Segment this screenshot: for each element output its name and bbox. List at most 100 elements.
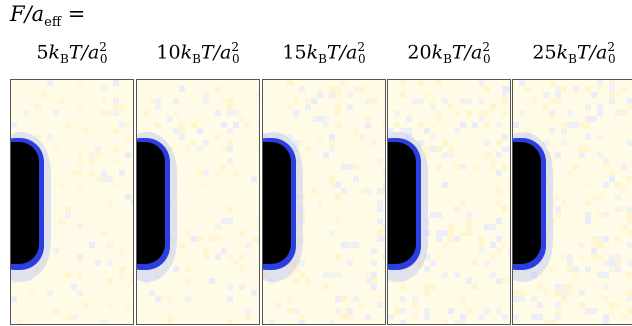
noise-pixel: [406, 134, 412, 140]
noise-pixel: [227, 110, 233, 116]
noise-pixel: [579, 152, 585, 158]
noise-pixel: [29, 290, 35, 296]
noise-pixel: [185, 230, 191, 236]
panel-label-4: 20kBT/a20: [387, 40, 511, 66]
noise-pixel: [221, 218, 227, 224]
noise-pixel: [203, 182, 209, 188]
noise-pixel: [400, 320, 406, 324]
noise-pixel: [627, 176, 632, 182]
noise-pixel: [484, 86, 490, 92]
t-over-a: T/a: [451, 41, 483, 64]
noise-pixel: [311, 188, 317, 194]
noise-pixel: [293, 308, 299, 314]
noise-pixel: [113, 146, 119, 152]
noise-pixel: [317, 134, 323, 140]
noise-pixel: [585, 308, 591, 314]
noise-pixel: [585, 212, 591, 218]
noise-pixel: [251, 176, 257, 182]
noise-pixel: [436, 80, 442, 86]
noise-pixel: [269, 320, 275, 324]
noise-pixel: [23, 110, 29, 116]
noise-pixel: [77, 152, 83, 158]
noise-pixel: [167, 116, 173, 122]
noise-pixel: [215, 170, 221, 176]
noise-pixel: [561, 284, 567, 290]
noise-pixel: [71, 314, 77, 320]
noise-pixel: [335, 308, 341, 314]
noise-pixel: [227, 98, 233, 104]
noise-pixel: [496, 248, 502, 254]
noise-pixel: [508, 86, 510, 92]
noise-pixel: [597, 236, 603, 242]
noise-pixel: [555, 284, 561, 290]
k: k: [431, 41, 444, 64]
noise-pixel: [484, 308, 490, 314]
noise-pixel: [239, 230, 245, 236]
noise-pixel: [502, 164, 508, 170]
noise-pixel: [609, 308, 615, 314]
noise-pixel: [293, 140, 299, 146]
noise-pixel: [424, 218, 430, 224]
noise-pixel: [197, 116, 203, 122]
noise-pixel: [155, 122, 161, 128]
noise-pixel: [65, 314, 71, 320]
noise-pixel: [615, 254, 621, 260]
noise-pixel: [460, 230, 466, 236]
noise-pixel: [519, 80, 525, 86]
noise-pixel: [287, 296, 293, 302]
noise-pixel: [454, 236, 460, 242]
noise-pixel: [585, 86, 591, 92]
noise-pixel: [383, 236, 385, 242]
noise-pixel: [317, 200, 323, 206]
noise-pixel: [424, 308, 430, 314]
noise-pixel: [167, 314, 173, 320]
noise-pixel: [603, 314, 609, 320]
noise-pixel: [383, 122, 385, 128]
noise-pixel: [257, 146, 259, 152]
noise-pixel: [585, 122, 591, 128]
noise-pixel: [430, 134, 436, 140]
coef: 5: [36, 41, 49, 64]
noise-pixel: [113, 110, 119, 116]
noise-pixel: [377, 236, 383, 242]
noise-pixel: [597, 272, 603, 278]
noise-pixel: [101, 176, 107, 182]
obstacle: [513, 142, 541, 264]
noise-pixel: [561, 86, 567, 92]
noise-pixel: [424, 254, 430, 260]
noise-pixel: [59, 182, 65, 188]
noise-pixel: [454, 272, 460, 278]
noise-pixel: [275, 134, 281, 140]
noise-pixel: [335, 254, 341, 260]
noise-pixel: [143, 278, 149, 284]
noise-pixel: [335, 86, 341, 92]
noise-pixel: [567, 284, 573, 290]
k: k: [180, 41, 193, 64]
noise-pixel: [496, 200, 502, 206]
noise-pixel: [615, 260, 621, 266]
t-over-a: T/a: [200, 41, 232, 64]
noise-pixel: [65, 212, 71, 218]
noise-pixel: [603, 320, 609, 324]
noise-pixel: [323, 284, 329, 290]
noise-pixel: [299, 194, 305, 200]
noise-pixel: [424, 284, 430, 290]
noise-pixel: [113, 80, 119, 86]
noise-pixel: [41, 92, 47, 98]
noise-pixel: [173, 194, 179, 200]
noise-pixel: [125, 134, 131, 140]
noise-pixel: [424, 152, 430, 158]
noise-pixel: [597, 104, 603, 110]
noise-pixel: [119, 272, 125, 278]
noise-pixel: [591, 92, 597, 98]
noise-pixel: [627, 308, 632, 314]
noise-pixel: [341, 242, 347, 248]
noise-pixel: [383, 170, 385, 176]
obstacle: [263, 142, 291, 264]
noise-pixel: [543, 92, 549, 98]
noise-pixel: [478, 242, 484, 248]
noise-pixel: [227, 206, 233, 212]
noise-pixel: [329, 272, 335, 278]
noise-pixel: [591, 242, 597, 248]
noise-pixel: [371, 140, 377, 146]
